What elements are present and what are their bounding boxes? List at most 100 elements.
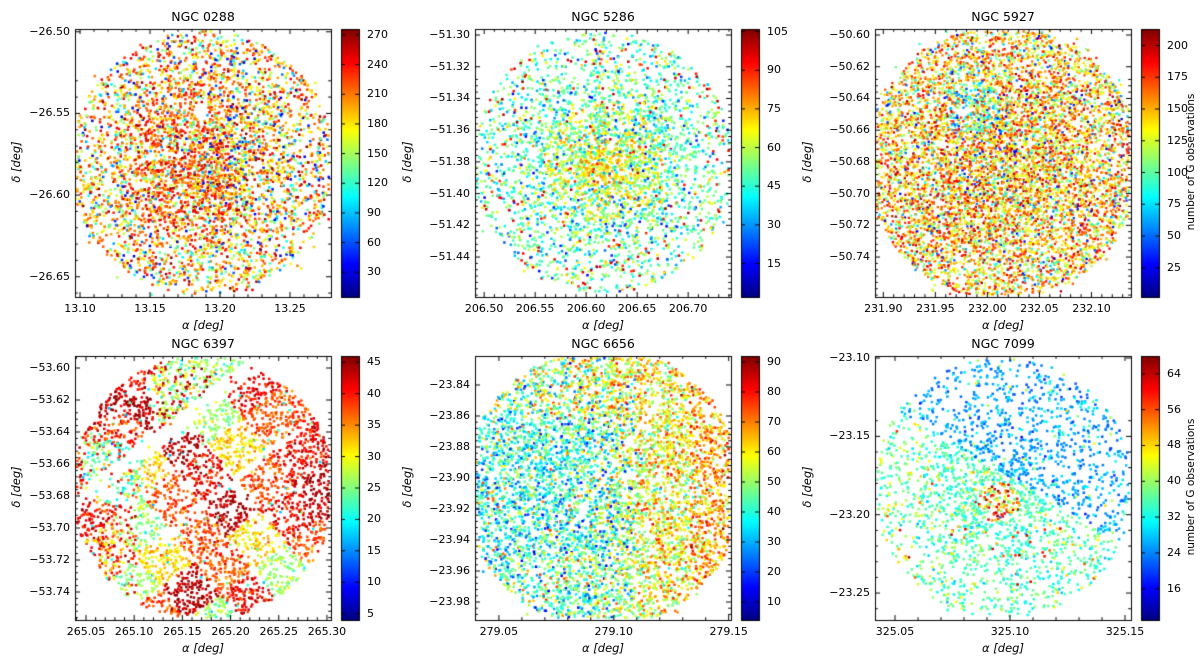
x-tick-label: 325.10 [990,625,1030,638]
colorbar-label: number of G observations [1185,418,1197,556]
colorbar-tick-label: 105 [767,24,788,38]
colorbar-tick-label: 75 [1167,197,1181,211]
colorbar-tick-label: 45 [367,355,381,369]
y-tick-label: −50.66 [829,123,870,137]
y-tick-label: −51.44 [429,250,470,264]
colorbar-tick-label: 50 [767,475,781,488]
x-tick-label: 265.10 [114,625,154,638]
panel-ngc7099: NGC 7099 325.05 325.10 325.15 −23.10 −23.15 −2… [800,335,1200,669]
y-axis-label: δ [deg] [400,466,414,508]
y-tick-label: −51.30 [429,28,470,42]
colorbar-tick-label: 90 [767,355,781,368]
x-axis-label: α [deg] [182,318,224,332]
colorbar-tick-label: 100 [1167,165,1188,179]
colorbar-tick-label: 60 [767,445,781,458]
colorbar-tick-label: 64 [1167,366,1181,380]
colorbar-tick-label: 5 [367,606,374,620]
colorbar-tick-label: 45 [767,179,781,193]
x-tick-label: 206.50 [464,302,504,315]
y-axis-label: δ [deg] [800,141,814,183]
scatter-canvas-ngc7099 [800,335,1200,669]
x-tick-label: 206.70 [668,302,708,315]
y-tick-label: −53.74 [29,585,70,598]
x-tick-label: 325.15 [1105,625,1145,638]
colorbar-tick-label: 30 [367,449,381,463]
x-tick-label: 232.10 [1072,302,1111,315]
colorbar-tick-label: 56 [1167,402,1181,416]
x-axis-label: α [deg] [982,318,1024,332]
x-axis-label: α [deg] [182,641,224,655]
colorbar-tick-label: 150 [1167,102,1188,116]
y-tick-label: −50.64 [829,91,870,105]
colorbar-tick-label: 210 [367,87,388,101]
colorbar-tick-label: 35 [367,418,381,432]
colorbar-tick-label: 180 [367,116,388,130]
x-tick-label: 13.10 [64,302,96,315]
y-tick-label: −51.40 [429,186,470,200]
y-tick-label: −53.60 [29,361,70,374]
y-tick-label: −50.74 [829,250,870,264]
y-tick-label: −23.96 [429,564,470,577]
x-axis-label: α [deg] [582,318,624,332]
colorbar-tick-label: 48 [1167,438,1181,452]
x-tick-label: 265.05 [66,625,106,638]
panel-ngc0288: NGC 0288 13.10 13.15 13.20 13.25 −26.50 −26.55… [0,0,400,334]
y-tick-label: −23.88 [429,439,470,453]
y-tick-label: −26.50 [29,24,70,38]
plot-title: NGC 7099 [971,336,1035,351]
y-tick-label: −50.62 [829,59,870,73]
y-tick-label: −50.68 [829,154,870,168]
colorbar-tick-label: 40 [767,505,781,518]
y-tick-label: −53.68 [29,489,70,502]
y-tick-label: −50.72 [829,218,870,232]
x-tick-label: 232.00 [968,302,1007,315]
plot-title: NGC 6397 [171,336,235,351]
panel-ngc5286: NGC 5286 206.50 206.55 206.60 206.65 206.70 −5… [400,0,800,334]
y-tick-label: −23.15 [829,429,870,443]
colorbar-tick-label: 20 [367,512,381,526]
y-tick-label: −53.62 [29,393,70,406]
panel-ngc6656: NGC 6656 279.05 279.10 279.15 −23.84 −23.86 −2… [400,335,800,669]
colorbar-tick-label: 25 [1167,260,1181,274]
x-tick-label: 231.90 [864,302,903,315]
colorbar-tick-label: 40 [1167,474,1181,488]
x-tick-label: 13.20 [204,302,236,315]
y-axis-label: δ [deg] [9,466,23,508]
colorbar-tick-label: 70 [767,415,781,428]
y-tick-label: −53.64 [29,425,70,438]
scatter-canvas-ngc5927 [800,0,1200,334]
colorbar-tick-label: 60 [767,140,781,154]
y-tick-label: −51.32 [429,59,470,73]
y-tick-label: −23.20 [829,507,870,521]
colorbar-tick-label: 30 [767,217,781,231]
panel-ngc5927: NGC 5927 231.90 231.95 232.00 232.05 232.10 −5… [800,0,1200,334]
x-tick-label: 206.60 [566,302,606,315]
y-tick-label: −50.70 [829,186,870,200]
plot-title: NGC 5286 [571,9,635,24]
colorbar-tick-label: 24 [1167,545,1181,559]
colorbar-tick-label: 90 [767,63,781,77]
x-tick-label: 206.55 [515,302,555,315]
y-tick-label: −50.60 [829,28,870,42]
colorbar-tick-label: 125 [1167,133,1188,147]
x-tick-label: 13.15 [134,302,166,315]
y-tick-label: −26.60 [29,188,70,202]
y-tick-label: −23.94 [429,533,470,546]
scatter-canvas-ngc6656 [400,335,800,669]
colorbar-tick-label: 10 [367,575,381,589]
y-tick-label: −51.34 [429,91,470,105]
colorbar-tick-label: 40 [367,386,381,400]
colorbar-tick-label: 16 [1167,581,1181,595]
x-axis-label: α [deg] [982,641,1024,655]
x-tick-label: 265.25 [259,625,299,638]
y-tick-label: −23.84 [429,377,470,391]
colorbar-tick-label: 50 [1167,229,1181,243]
colorbar-tick-label: 90 [367,205,381,219]
y-axis-label: δ [deg] [800,466,814,508]
x-tick-label: 265.20 [211,625,250,638]
y-tick-label: −51.42 [429,218,470,232]
y-tick-label: −51.38 [429,154,470,168]
x-tick-label: 265.15 [163,625,202,638]
colorbar-tick-label: 80 [767,385,781,398]
